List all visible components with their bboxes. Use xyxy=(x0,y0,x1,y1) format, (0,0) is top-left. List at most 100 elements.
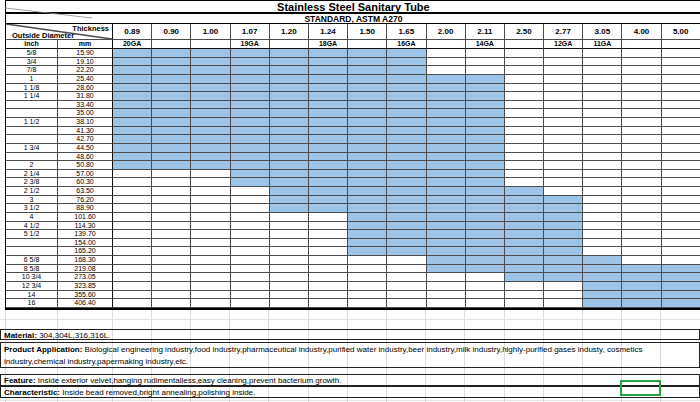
matrix-cell xyxy=(466,291,505,300)
matrix-cell xyxy=(348,109,387,118)
matrix-cell xyxy=(544,291,583,300)
thickness-header-cell: 0.90 xyxy=(152,24,191,40)
inch-cell: 1 1/8 xyxy=(6,84,58,93)
matrix-cell xyxy=(662,265,700,274)
matrix-cell xyxy=(113,75,152,84)
matrix-cell xyxy=(427,256,466,265)
matrix-cell xyxy=(466,135,505,144)
matrix-cell xyxy=(622,118,661,127)
matrix-cell xyxy=(387,273,426,282)
matrix-cell xyxy=(505,118,544,127)
gauge-cell xyxy=(191,40,230,49)
matrix-cell xyxy=(152,84,191,93)
matrix-cell xyxy=(348,170,387,179)
matrix-cell xyxy=(270,282,309,291)
matrix-cell xyxy=(544,66,583,75)
matrix-cell xyxy=(583,101,622,110)
matrix-cell xyxy=(505,204,544,213)
matrix-cell xyxy=(348,144,387,153)
matrix-cell xyxy=(270,291,309,300)
matrix-cell xyxy=(231,127,270,136)
matrix-cell xyxy=(113,247,152,256)
matrix-cell xyxy=(583,66,622,75)
matrix-cell xyxy=(191,247,230,256)
matrix-cell xyxy=(622,239,661,248)
matrix-cell xyxy=(113,84,152,93)
matrix-cell xyxy=(152,187,191,196)
matrix-cell xyxy=(505,213,544,222)
matrix-cell xyxy=(662,178,700,187)
material-label: Material: xyxy=(4,331,37,340)
matrix-cell xyxy=(113,66,152,75)
mm-cell: 168.30 xyxy=(58,256,113,265)
matrix-cell xyxy=(387,101,426,110)
matrix-cell xyxy=(152,247,191,256)
matrix-cell xyxy=(270,247,309,256)
matrix-cell xyxy=(309,239,348,248)
inch-cell: 1 1/4 xyxy=(6,92,58,101)
matrix-cell xyxy=(662,282,700,291)
thickness-header-cell: 3.05 xyxy=(583,24,622,40)
matrix-cell xyxy=(427,291,466,300)
matrix-cell xyxy=(113,239,152,248)
spreadsheet: Stainless Steel Sanitary Tube STANDARD, … xyxy=(0,0,700,402)
matrix-cell xyxy=(466,282,505,291)
matrix-cell xyxy=(191,265,230,274)
matrix-cell xyxy=(231,265,270,274)
matrix-cell xyxy=(231,256,270,265)
matrix-cell xyxy=(348,49,387,58)
matrix-cell xyxy=(662,127,700,136)
matrix-cell xyxy=(427,153,466,162)
matrix-cell xyxy=(152,144,191,153)
gauge-cell: 19GA xyxy=(231,40,270,49)
matrix-cell xyxy=(622,101,661,110)
matrix-cell xyxy=(466,213,505,222)
matrix-cell xyxy=(505,230,544,239)
inch-cell xyxy=(6,101,58,110)
matrix-cell xyxy=(544,265,583,274)
matrix-cell xyxy=(270,109,309,118)
matrix-cell xyxy=(622,153,661,162)
matrix-cell xyxy=(662,213,700,222)
matrix-cell xyxy=(622,178,661,187)
matrix-cell xyxy=(583,109,622,118)
mm-cell: 154.00 xyxy=(58,239,113,248)
matrix-cell xyxy=(387,153,426,162)
matrix-cell xyxy=(622,161,661,170)
matrix-cell xyxy=(427,247,466,256)
mm-cell: 41.30 xyxy=(58,127,113,136)
matrix-cell xyxy=(191,92,230,101)
matrix-cell xyxy=(544,109,583,118)
matrix-cell xyxy=(152,66,191,75)
matrix-cell xyxy=(348,101,387,110)
matrix-cell xyxy=(270,84,309,93)
matrix-cell xyxy=(270,265,309,274)
matrix-cell xyxy=(387,135,426,144)
matrix-cell xyxy=(466,127,505,136)
matrix-cell xyxy=(348,58,387,67)
matrix-cell xyxy=(231,213,270,222)
matrix-cell xyxy=(113,127,152,136)
matrix-cell xyxy=(544,75,583,84)
matrix-cell xyxy=(427,135,466,144)
matrix-cell xyxy=(544,58,583,67)
matrix-cell xyxy=(348,256,387,265)
matrix-cell xyxy=(191,75,230,84)
selected-cell[interactable] xyxy=(620,380,661,396)
matrix-cell xyxy=(544,282,583,291)
matrix-cell xyxy=(270,230,309,239)
matrix-cell xyxy=(662,291,700,300)
matrix-cell xyxy=(348,299,387,308)
matrix-cell xyxy=(387,66,426,75)
matrix-cell xyxy=(622,109,661,118)
matrix-cell xyxy=(662,135,700,144)
matrix-cell xyxy=(544,187,583,196)
matrix-cell xyxy=(583,178,622,187)
matrix-cell xyxy=(466,170,505,179)
matrix-cell xyxy=(505,153,544,162)
matrix-cell xyxy=(191,118,230,127)
matrix-cell xyxy=(191,127,230,136)
material-note: Material: 304,304L,316,316L. xyxy=(0,329,700,340)
matrix-cell xyxy=(113,118,152,127)
matrix-cell xyxy=(152,135,191,144)
